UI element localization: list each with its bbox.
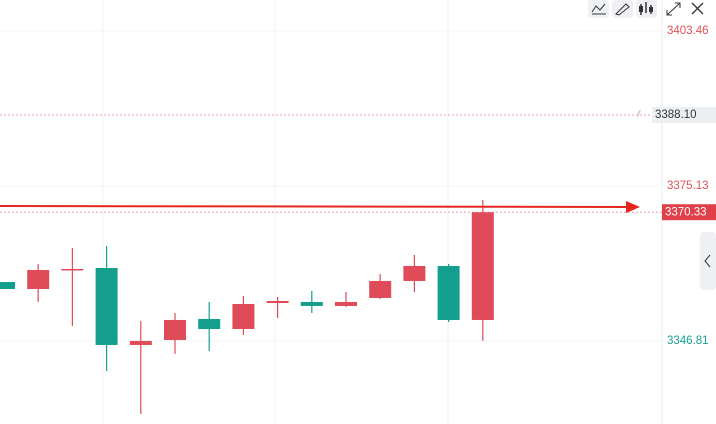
y-tick-label: 3403.46 [667,25,709,37]
price-label: 3370.33 [665,206,707,218]
side-handle-icon [704,254,711,268]
y-tick-label: 3346.81 [667,335,709,347]
candle-body [95,268,118,345]
plot [0,114,662,414]
candle-body [266,300,289,304]
tool-icon [615,3,630,16]
arrow-line [0,205,629,208]
tool-icon [639,6,643,12]
candle-body [403,265,426,281]
candle-body [335,301,357,306]
candle-body [129,340,152,345]
close-icon[interactable] [691,2,704,15]
tool-icon [649,7,653,12]
y-axis: 3403.46 3375.13 3346.81 3388.10 3370.33 [637,25,716,347]
y-tick-label: 3375.13 [667,180,709,192]
candle-body [232,303,255,329]
tool-icon [591,3,606,15]
price-label: 3388.10 [655,109,697,121]
price-label-box [652,107,716,124]
arrow-head [626,201,640,213]
candle-body [300,301,323,306]
candle-body [61,268,84,271]
price-label-box [662,204,716,221]
tool-button[interactable] [612,0,633,18]
tool-icon[interactable] [666,2,681,16]
candle-body [437,265,460,320]
bell-icon [637,110,641,120]
side-handle[interactable] [700,232,716,290]
candle-body [471,212,494,320]
candle-body [27,269,50,290]
candle-body [198,318,221,329]
toolbar [588,0,704,18]
candle-body [369,280,392,298]
candle-body [164,319,186,340]
candle-body [0,282,15,290]
